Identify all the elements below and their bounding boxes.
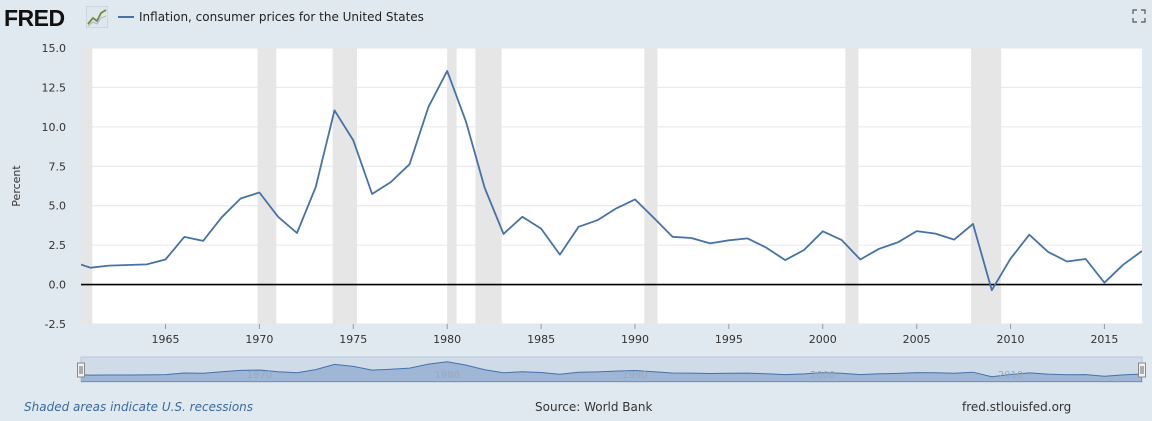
range-navigator[interactable]: 1970 1980 1990 2000 2010 xyxy=(72,356,1146,383)
x-tick-1990: 1990 xyxy=(621,333,649,346)
y-tick-5.0: 5.0 xyxy=(49,200,67,213)
x-tick-1965: 1965 xyxy=(152,333,180,346)
y-tick-0.0: 0.0 xyxy=(49,279,67,292)
x-tick-2010: 2010 xyxy=(997,333,1025,346)
y-axis-ticks: -2.5 0.0 2.5 5.0 7.5 10.0 12.5 15.0 xyxy=(42,42,67,331)
y-tick-2.5: 2.5 xyxy=(49,239,67,252)
recession-band-2 xyxy=(332,48,358,324)
series-line xyxy=(81,70,1142,292)
y-tick-12.5: 12.5 xyxy=(42,81,67,94)
navigator-handle-left[interactable] xyxy=(77,362,85,378)
y-tick-10.0: 10.0 xyxy=(42,121,67,134)
x-tick-2000: 2000 xyxy=(809,333,837,346)
x-tick-2005: 2005 xyxy=(903,333,931,346)
x-tick-2015: 2015 xyxy=(1090,333,1118,346)
navigator-tick-2000: 2000 xyxy=(810,370,835,381)
chart-legend: Inflation, consumer prices for the Unite… xyxy=(118,10,424,24)
navigator-tick-1990: 1990 xyxy=(622,370,647,381)
y-tick-7.5: 7.5 xyxy=(49,160,67,173)
x-tick-1980: 1980 xyxy=(433,333,461,346)
site-label[interactable]: fred.stlouisfed.org xyxy=(962,400,1072,414)
recession-bands xyxy=(81,48,1142,324)
fullscreen-icon[interactable] xyxy=(1132,9,1146,23)
series-path xyxy=(81,70,1142,292)
fred-logo[interactable]: FRED xyxy=(4,5,65,31)
x-axis-ticks: 1965 1970 1975 1980 1985 1990 1995 2000 2005 2010… xyxy=(152,324,1118,346)
legend-label: Inflation, consumer prices for the Unite… xyxy=(139,10,424,24)
navigator-tick-1980: 1980 xyxy=(434,370,459,381)
navigator-area xyxy=(81,361,1142,382)
recession-band-0 xyxy=(81,48,93,324)
y-tick--2.5: -2.5 xyxy=(45,318,66,331)
x-tick-1985: 1985 xyxy=(527,333,555,346)
legend-swatch xyxy=(118,16,134,18)
recessions-note-link[interactable]: Shaded areas indicate U.S. recessions xyxy=(24,400,254,414)
navigator-tick-1970: 1970 xyxy=(247,370,272,381)
fred-chart-icon xyxy=(86,6,108,28)
y-axis-label: Percent xyxy=(10,165,23,207)
chart-header: FRED Inflation, consumer prices for the … xyxy=(0,0,1152,36)
navigator-tick-2010: 2010 xyxy=(998,370,1023,381)
y-tick-15.0: 15.0 xyxy=(42,42,67,55)
recession-band-1 xyxy=(257,48,277,324)
x-tick-1975: 1975 xyxy=(339,333,367,346)
grid-lines xyxy=(81,47,1142,325)
recession-band-7 xyxy=(971,48,1002,324)
recession-band-5 xyxy=(644,48,658,324)
navigator-handle-right[interactable] xyxy=(1138,362,1146,378)
recession-band-6 xyxy=(845,48,859,324)
recession-band-3 xyxy=(447,48,457,324)
recession-band-4 xyxy=(475,48,502,324)
x-tick-1970: 1970 xyxy=(245,333,273,346)
source-label: Source: World Bank xyxy=(535,400,653,414)
x-tick-1995: 1995 xyxy=(715,333,743,346)
